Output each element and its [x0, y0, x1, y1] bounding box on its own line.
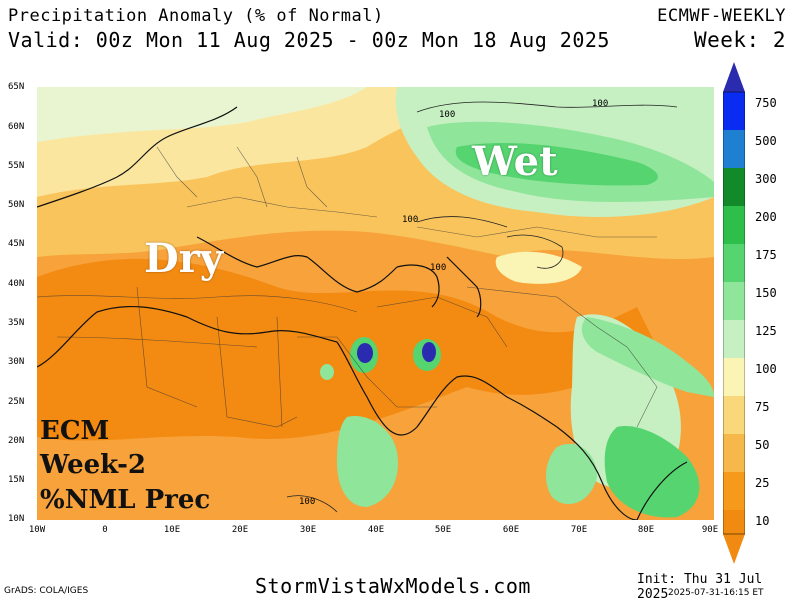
- overlay-text-model: ECM: [40, 416, 110, 446]
- generated-timestamp: 2025-07-31-16:15 ET: [668, 588, 764, 598]
- colorbar-swatch: [723, 472, 745, 510]
- lon-label: 10E: [163, 525, 181, 535]
- lat-label: 40N: [8, 279, 25, 289]
- lat-label: 25N: [8, 397, 25, 407]
- colorbar-label: 750: [755, 96, 777, 110]
- egypt-wet-spot: [320, 364, 334, 380]
- site-name: StormVistaWxModels.com: [255, 574, 531, 598]
- model-name: ECMWF-WEEKLY: [657, 6, 786, 26]
- colorbar-swatch: [723, 92, 745, 130]
- coastlines: [37, 106, 688, 520]
- lon-label: 0: [102, 525, 108, 535]
- contour-label: 100: [592, 99, 609, 109]
- lat-label: 30N: [8, 357, 25, 367]
- lon-label: 10W: [28, 525, 46, 535]
- contour-label: 100: [299, 497, 316, 507]
- lat-label: 50N: [8, 200, 25, 210]
- lon-label: 70E: [570, 525, 588, 535]
- contour-label: 100: [430, 263, 447, 273]
- lat-label: 45N: [8, 239, 25, 249]
- colorbar-swatch: [723, 510, 745, 534]
- lon-label: 50E: [434, 525, 452, 535]
- software-credit: GrADS: COLA/IGES: [4, 586, 89, 596]
- map-canvas: [37, 87, 714, 520]
- lat-label: 20N: [8, 436, 25, 446]
- colorbar-label: 200: [755, 210, 777, 224]
- colorbar-label: 10: [755, 514, 770, 528]
- lat-label: 65N: [8, 82, 25, 92]
- lon-label: 80E: [637, 525, 655, 535]
- overlay-text-week: Week-2: [40, 450, 147, 480]
- lon-label: 40E: [367, 525, 385, 535]
- week-indicator: Week: 2: [694, 28, 786, 52]
- lon-label: 30E: [299, 525, 317, 535]
- precip-anomaly-map: 100 100 100 100 100: [37, 87, 714, 520]
- gulf-extreme-wet-spot: [422, 342, 436, 362]
- colorbar: [723, 62, 745, 564]
- himalaya-wet-region: [581, 317, 714, 397]
- dry-annotation: Dry: [144, 235, 224, 282]
- week-label: Week:: [693, 28, 760, 52]
- colorbar-label: 175: [755, 248, 777, 262]
- ethiopia-wet-region: [337, 416, 398, 507]
- colorbar-label: 25: [755, 476, 770, 490]
- lat-label: 55N: [8, 161, 25, 171]
- levant-extreme-wet-spot: [357, 343, 373, 363]
- lon-label: 90E: [701, 525, 719, 535]
- lat-label: 15N: [8, 475, 25, 485]
- colorbar-swatch: [723, 358, 745, 396]
- colorbar-swatch: [723, 282, 745, 320]
- colorbar-swatch: [723, 320, 745, 358]
- colorbar-label: 500: [755, 134, 777, 148]
- country-borders: [37, 146, 658, 428]
- week-number: 2: [772, 28, 786, 52]
- colorbar-swatch: [723, 244, 745, 282]
- lon-label: 20E: [231, 525, 249, 535]
- wet-core-region: [455, 142, 658, 186]
- contour-lines: [286, 101, 678, 513]
- north-atlantic-region: [37, 87, 367, 142]
- colorbar-swatch: [723, 396, 745, 434]
- overlay-text-variable: %NML Prec: [40, 485, 211, 515]
- colorbar-swatch: [723, 434, 745, 472]
- colorbar-swatch: [723, 130, 745, 168]
- colorbar-swatch: [723, 168, 745, 206]
- arabian-sea-wet-region: [545, 443, 597, 505]
- colorbar-label: 75: [755, 400, 770, 414]
- colorbar-swatch: [723, 206, 745, 244]
- contour-label: 100: [439, 110, 456, 120]
- colorbar-label: 300: [755, 172, 777, 186]
- lat-label: 10N: [8, 514, 25, 524]
- valid-period: Valid: 00z Mon 11 Aug 2025 - 00z Mon 18 …: [8, 28, 610, 52]
- colorbar-bottom-arrow: [723, 534, 745, 564]
- colorbar-top-arrow: [723, 62, 745, 92]
- india-wet-region: [604, 426, 700, 518]
- colorbar-label: 50: [755, 438, 770, 452]
- lat-label: 60N: [8, 122, 25, 132]
- wet-annotation: Wet: [472, 138, 558, 185]
- colorbar-label: 150: [755, 286, 777, 300]
- colorbar-label: 125: [755, 324, 777, 338]
- contour-label: 100: [402, 215, 419, 225]
- colorbar-label: 100: [755, 362, 777, 376]
- init-time: Init: Thu 31 Jul 2025: [637, 572, 763, 602]
- chart-title: Precipitation Anomaly (% of Normal): [8, 6, 384, 26]
- deep-dry-region: [37, 258, 657, 441]
- lon-label: 60E: [502, 525, 520, 535]
- lat-label: 35N: [8, 318, 25, 328]
